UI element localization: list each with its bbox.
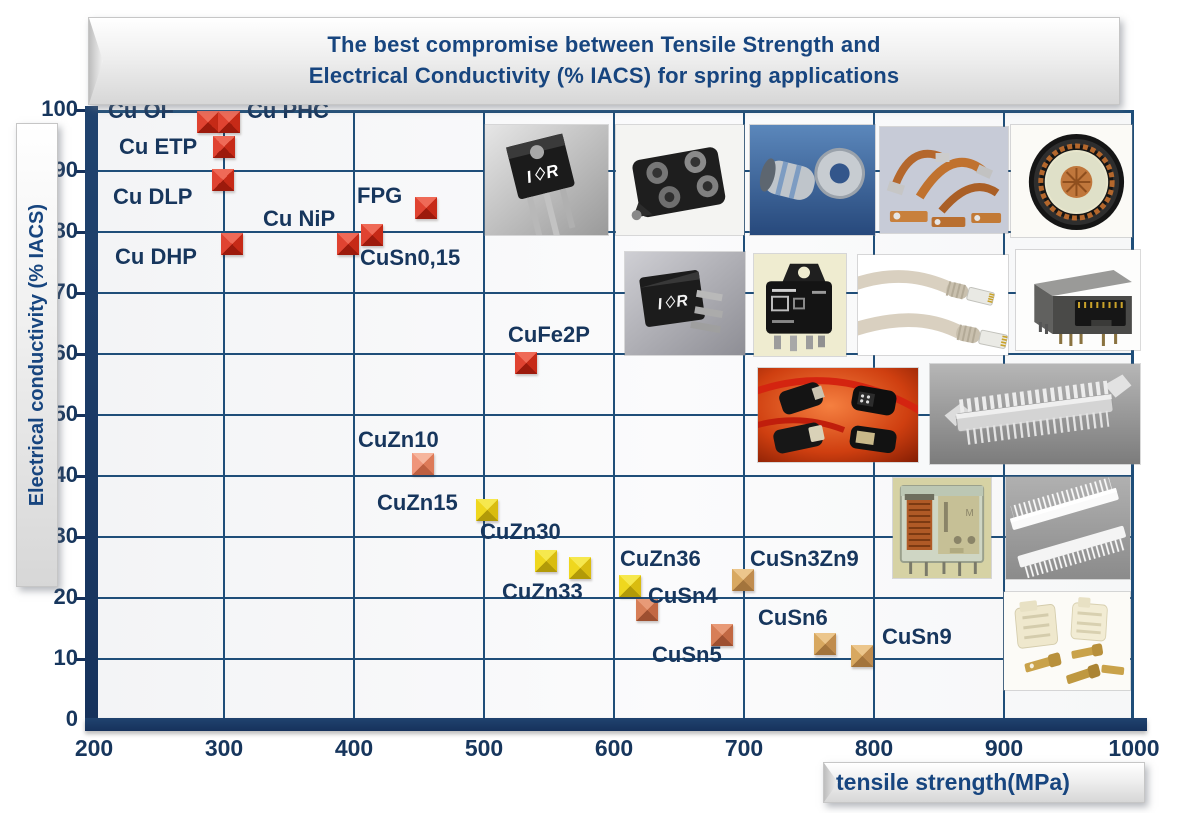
- point-label-cuzn30: CuZn30: [480, 519, 561, 544]
- x-tick-label-600: 600: [594, 735, 634, 761]
- svg-text:I♢R: I♢R: [657, 292, 690, 313]
- point-label-cu-dlp: Cu DLP: [113, 184, 193, 209]
- svg-text:M: M: [966, 508, 974, 519]
- point-marker-cu-phc: [218, 111, 241, 134]
- y-tick-label-20: 20: [53, 584, 78, 609]
- chart-title-banner: The best compromise between Tensile Stre…: [88, 17, 1120, 105]
- y-axis-tick-10: [75, 657, 85, 661]
- point-marker-fpg: [414, 196, 437, 219]
- x-tick-label-1000: 1000: [1108, 735, 1160, 761]
- x-tick-label-400: 400: [334, 735, 374, 761]
- point-label-cusn4: CuSn4: [648, 583, 718, 608]
- product-image-copper-straps: [880, 127, 1008, 233]
- point-marker-cu-dhp: [220, 233, 243, 256]
- point-label-cusn9: CuSn9: [882, 624, 952, 649]
- y-tick-label-10: 10: [53, 645, 78, 670]
- point-marker-cuzn36: [618, 574, 641, 597]
- gridline-y-30: [98, 536, 1134, 538]
- point-label-cusn5: CuSn5: [652, 642, 722, 667]
- point-marker-cusn9: [851, 645, 874, 667]
- product-image-cable-lug: [750, 125, 875, 235]
- point-label-cuzn10: CuZn10: [358, 427, 439, 452]
- point-label-cufe2p: CuFe2P: [508, 322, 590, 347]
- point-label-cuzn33: CuZn33: [502, 579, 583, 604]
- y-axis-tick-20: [75, 596, 85, 600]
- x-tick-label-800: 800: [854, 735, 894, 761]
- point-marker-cusn0-15: [361, 224, 384, 247]
- point-marker-cuzn33: [569, 556, 592, 579]
- x-tick-label-900: 900: [984, 735, 1024, 761]
- y-tick-label-100: 100: [41, 96, 78, 121]
- x-tick-label-700: 700: [724, 735, 764, 761]
- x-tick-label-500: 500: [464, 735, 504, 761]
- product-image-d2pak-package: I♢R: [625, 252, 745, 355]
- point-marker-cusn5: [710, 623, 733, 646]
- point-label-fpg: FPG: [357, 183, 403, 208]
- product-image-harness-connectors: [758, 368, 918, 462]
- y-axis-tick-90: [75, 169, 85, 173]
- x-tick-label-200: 200: [74, 735, 114, 761]
- gridline-y-70: [98, 292, 1134, 294]
- point-marker-cusn4: [635, 599, 658, 622]
- point-marker-cu-nip: [336, 233, 359, 256]
- product-image-ethernet-cable: [858, 255, 1008, 355]
- point-label-cu-dhp: Cu DHP: [115, 244, 197, 269]
- y-axis-line: [85, 106, 98, 731]
- y-axis-tick-70: [75, 291, 85, 295]
- x-axis-title: tensile strength(MPa): [836, 769, 1070, 795]
- product-image-power-module: [616, 125, 744, 235]
- point-label-cuzn36: CuZn36: [620, 546, 701, 571]
- y-axis-title: Electrical conductivity (% IACS): [25, 203, 48, 507]
- y-axis-tick-100: [75, 108, 85, 112]
- x-axis-line: [85, 718, 1147, 731]
- point-marker-cuzn15: [475, 498, 498, 521]
- point-label-cusn6: CuSn6: [758, 605, 828, 630]
- gridline-y-10: [98, 658, 1134, 660]
- product-image-edge-connector: [930, 364, 1140, 464]
- y-axis-tick-50: [75, 413, 85, 417]
- point-marker-cuzn30: [535, 550, 558, 573]
- product-image-crimp-terminals: [1004, 592, 1130, 690]
- chart-title-line2: Electrical Conductivity (% IACS) for spr…: [308, 63, 900, 88]
- point-label-cu-nip: Cu NiP: [263, 206, 336, 231]
- y-tick-label-0: 0: [65, 706, 78, 731]
- point-marker-cuzn10: [411, 452, 434, 475]
- product-image-power-cable: [1011, 125, 1132, 237]
- y-axis-tick-40: [75, 474, 85, 478]
- point-label-cusn0-15: CuSn0,15: [360, 245, 461, 270]
- product-image-pin-headers: [1006, 477, 1130, 579]
- point-marker-cusn6: [813, 632, 836, 655]
- chart-title-line1: The best compromise between Tensile Stre…: [327, 32, 881, 58]
- y-axis-title-banner: Electrical conductivity (% IACS): [16, 123, 58, 587]
- x-tick-label-300: 300: [204, 735, 244, 761]
- point-label-cuzn15: CuZn15: [377, 490, 458, 515]
- point-marker-cu-dlp: [211, 169, 234, 192]
- y-axis-tick-30: [75, 535, 85, 539]
- point-marker-cu-of: [197, 111, 220, 134]
- gridline-y-40: [98, 475, 1134, 477]
- product-image-pcb-relay: M: [893, 478, 991, 578]
- y-axis-tick-80: [75, 230, 85, 234]
- point-label-cusn3zn9: CuSn3Zn9: [750, 546, 859, 571]
- gridline-y-50: [98, 414, 1134, 416]
- product-image-to220-transistor: I♢R: [485, 125, 608, 235]
- gridline-y-20: [98, 597, 1134, 599]
- y-axis-tick-60: [75, 352, 85, 356]
- product-image-auto-relay: [754, 254, 846, 356]
- point-marker-cusn3zn9: [731, 568, 754, 591]
- product-image-rj45-jack: [1016, 250, 1140, 350]
- point-label-cu-etp: Cu ETP: [119, 134, 198, 159]
- gridline-y-60: [98, 353, 1134, 355]
- x-axis-title-banner: tensile strength(MPa): [823, 762, 1145, 803]
- point-marker-cufe2p: [514, 352, 537, 375]
- point-marker-cu-etp: [213, 135, 235, 158]
